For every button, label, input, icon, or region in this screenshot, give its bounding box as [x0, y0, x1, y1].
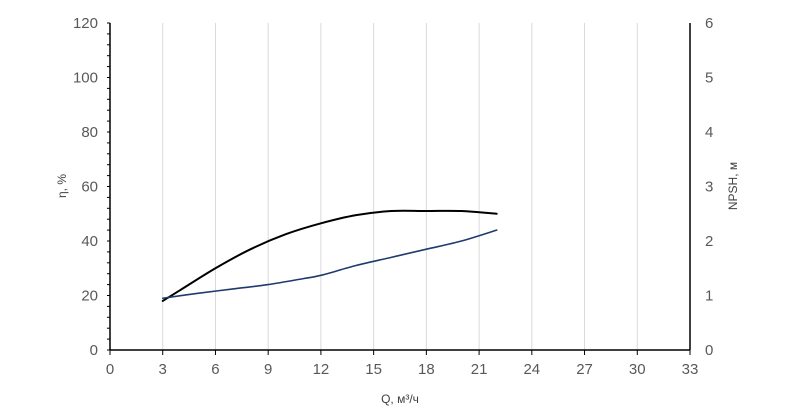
grid-lines [162, 23, 638, 350]
x-tick-label: 24 [523, 361, 540, 378]
x-tick-label: 27 [576, 361, 593, 378]
series-lines [161, 209, 498, 302]
y-tick-label: 80 [81, 124, 98, 141]
x-tick-label: 15 [365, 361, 382, 378]
y-tick-label: 100 [73, 70, 98, 87]
x-tick-label: 21 [471, 361, 488, 378]
y2-tick-label: 0 [705, 342, 713, 359]
x-tick-label: 30 [629, 361, 646, 378]
x-tick-label: 6 [211, 361, 219, 378]
y2-tick-label: 1 [705, 288, 713, 305]
y2-axis-title: NPSH, м [726, 162, 740, 210]
x-tick-label: 9 [264, 361, 272, 378]
x-tick-label: 3 [159, 361, 167, 378]
y-tick-label: 20 [81, 288, 98, 305]
y2-tick-label: 2 [705, 233, 713, 250]
axes [107, 22, 691, 355]
x-axis-title: Q, м³/ч [381, 392, 419, 406]
x-tick-label: 12 [313, 361, 330, 378]
x-tick-label: 18 [418, 361, 435, 378]
y-tick-label: 0 [90, 342, 98, 359]
y-axis-title: η, % [55, 174, 69, 198]
efficiency-series-line [161, 209, 498, 302]
y2-tick-label: 5 [705, 70, 713, 87]
y2-tick-label: 3 [705, 179, 713, 196]
tick-labels: 0 3 6 9 12 15 18 21 24 27 30 3302040608010012001234… [73, 15, 713, 378]
y2-tick-label: 6 [705, 15, 713, 32]
x-tick-label: 33 [682, 361, 699, 378]
npsh-series-line [161, 229, 498, 300]
y-tick-label: 120 [73, 15, 98, 32]
y-tick-label: 60 [81, 179, 98, 196]
x-tick-label: 0 [106, 361, 114, 378]
y2-tick-label: 4 [705, 124, 713, 141]
y-tick-label: 40 [81, 233, 98, 250]
